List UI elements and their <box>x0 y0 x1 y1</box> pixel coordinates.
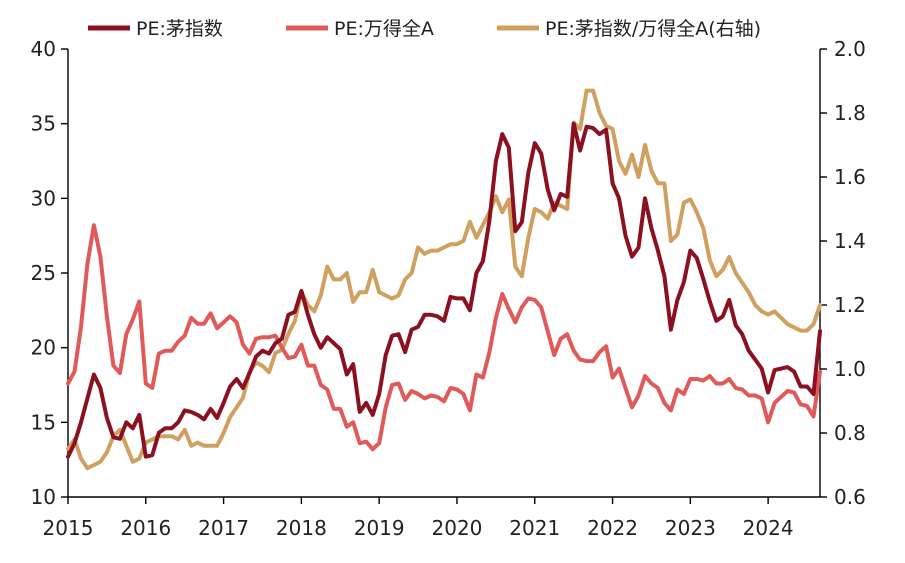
right-tick-label: 1.2 <box>834 293 866 317</box>
series-line-3 <box>66 88 822 471</box>
left-tick-label: 10 <box>31 485 56 509</box>
legend-label-2: PE:万得全A <box>334 18 434 40</box>
series-line-1 <box>66 121 822 459</box>
legend-label-3: PE:茅指数/万得全A(右轴) <box>545 18 761 40</box>
x-tick-label: 2017 <box>198 516 249 540</box>
right-tick-label: 0.8 <box>834 421 866 445</box>
x-tick-label: 2019 <box>354 516 405 540</box>
x-tick-label: 2021 <box>509 516 560 540</box>
right-tick-label: 1.4 <box>834 229 866 253</box>
x-tick-label: 2016 <box>120 516 171 540</box>
axes: 10 15 20 25 30 35 40 0.6 0.8 1.0 1.2 1.4 1.6 1.8 2.0 20… <box>31 37 866 540</box>
x-tick-label: 2022 <box>587 516 638 540</box>
right-tick-label: 2.0 <box>834 37 866 61</box>
left-tick-label: 25 <box>31 261 56 285</box>
left-tick-label: 40 <box>31 37 56 61</box>
x-tick-label: 2018 <box>276 516 327 540</box>
right-tick-label: 1.6 <box>834 165 866 189</box>
x-tick-label: 2015 <box>43 516 94 540</box>
right-tick-label: 0.6 <box>834 485 866 509</box>
series-line-2 <box>66 223 822 452</box>
right-tick-label: 1.0 <box>834 357 866 381</box>
right-tick-label: 1.8 <box>834 101 866 125</box>
left-tick-label: 15 <box>31 410 56 434</box>
left-tick-label: 20 <box>31 336 56 360</box>
x-tick-label: 2024 <box>743 516 794 540</box>
left-tick-label: 30 <box>31 186 56 210</box>
x-tick-label: 2023 <box>665 516 716 540</box>
legend: PE:茅指数 PE:万得全A PE:茅指数/万得全A(右轴) <box>88 18 761 40</box>
legend-label-1: PE:茅指数 <box>136 18 223 40</box>
left-tick-label: 35 <box>31 112 56 136</box>
series-layer <box>66 88 822 471</box>
x-tick-label: 2020 <box>432 516 483 540</box>
